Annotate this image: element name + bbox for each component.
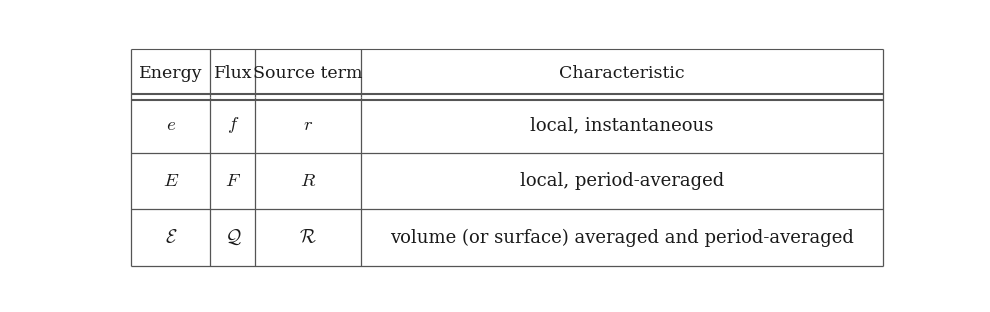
Text: local, period-averaged: local, period-averaged [520,172,724,190]
Text: $\mathcal{R}$: $\mathcal{R}$ [299,229,317,246]
Text: Characteristic: Characteristic [559,65,685,82]
Text: $F$: $F$ [225,172,241,190]
Text: $e$: $e$ [166,116,176,134]
Text: $\mathcal{E}$: $\mathcal{E}$ [164,229,177,246]
Text: local, instantaneous: local, instantaneous [531,116,714,134]
Text: $\mathcal{Q}$: $\mathcal{Q}$ [225,228,242,247]
Text: Flux: Flux [214,65,252,82]
Text: $f$: $f$ [227,115,240,135]
Text: $E$: $E$ [162,172,179,190]
Text: volume (or surface) averaged and period-averaged: volume (or surface) averaged and period-… [390,228,854,247]
Text: Energy: Energy [139,65,203,82]
Text: $R$: $R$ [300,172,316,190]
Text: Source term: Source term [253,65,363,82]
Text: $r$: $r$ [303,116,313,134]
